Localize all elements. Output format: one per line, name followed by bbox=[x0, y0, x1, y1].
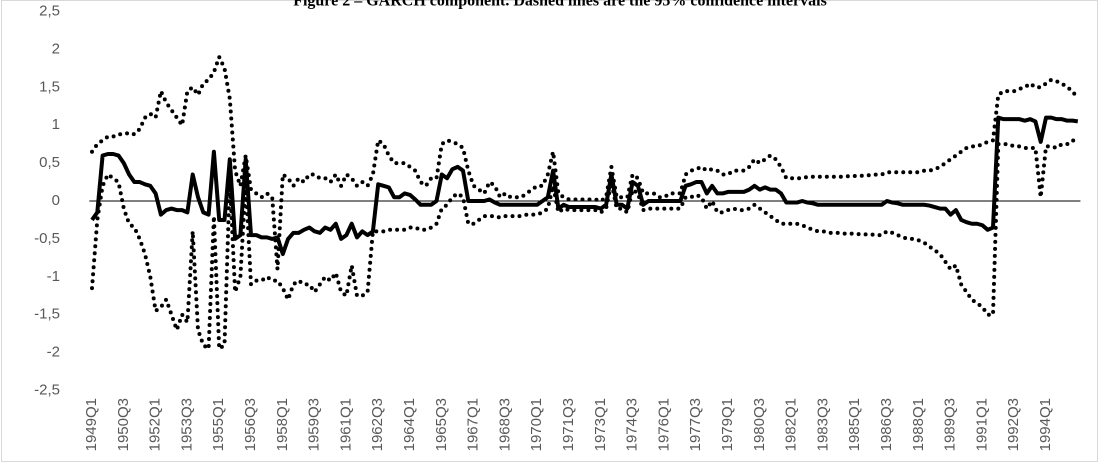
x-tick-label: 1958Q1 bbox=[274, 398, 291, 451]
x-tick-label: 1983Q3 bbox=[814, 398, 831, 451]
y-tick-label: 2,5 bbox=[39, 2, 60, 19]
x-tick-label: 1973Q1 bbox=[592, 398, 609, 451]
x-tick-label: 1950Q3 bbox=[115, 398, 132, 451]
series-line bbox=[90, 54, 1080, 272]
y-tick-label: -1,5 bbox=[34, 306, 60, 323]
y-tick-label: 0,5 bbox=[39, 154, 60, 171]
x-tick-label: 1988Q1 bbox=[910, 398, 927, 451]
x-tick-label: 1952Q1 bbox=[147, 398, 164, 451]
x-tick-label: 1989Q3 bbox=[942, 398, 959, 451]
x-tick-label: 1974Q3 bbox=[624, 398, 641, 451]
series-line bbox=[90, 115, 1079, 257]
x-tick-label: 1955Q1 bbox=[210, 398, 227, 451]
y-tick-label: 1 bbox=[52, 116, 60, 133]
x-tick-label: 1992Q3 bbox=[1005, 398, 1022, 451]
y-tick-label: 0 bbox=[52, 192, 60, 209]
x-tick-label: 1949Q1 bbox=[83, 398, 100, 451]
x-tick-label: 1979Q1 bbox=[719, 398, 736, 451]
x-tick-label: 1980Q3 bbox=[751, 398, 768, 451]
x-tick-label: 1994Q1 bbox=[1037, 398, 1054, 451]
y-tick-label: 2 bbox=[52, 40, 60, 57]
x-tick-label: 1986Q3 bbox=[878, 398, 895, 451]
x-tick-label: 1965Q3 bbox=[433, 398, 450, 451]
y-tick-label: 1,5 bbox=[39, 78, 60, 95]
x-tick-label: 1977Q3 bbox=[687, 398, 704, 451]
x-tick-label: 1985Q1 bbox=[846, 398, 863, 451]
x-tick-label: 1961Q1 bbox=[337, 398, 354, 451]
x-tick-label: 1956Q3 bbox=[242, 398, 259, 451]
y-tick-label: -2 bbox=[47, 344, 60, 361]
x-tick-label: 1962Q3 bbox=[369, 398, 386, 451]
x-tick-label: 1953Q3 bbox=[178, 398, 195, 451]
x-tick-label: 1976Q1 bbox=[655, 398, 672, 451]
x-tick-label: 1971Q3 bbox=[560, 398, 577, 451]
chart-title: Figure 2 – GARCH component. Dashed lines… bbox=[293, 0, 827, 10]
series-line bbox=[90, 138, 1080, 351]
x-tick-label: 1991Q1 bbox=[973, 398, 990, 451]
x-tick-label: 1959Q3 bbox=[306, 398, 323, 451]
x-tick-label: 1970Q1 bbox=[528, 398, 545, 451]
x-tick-label: 1968Q3 bbox=[496, 398, 513, 451]
y-tick-label: -0,5 bbox=[34, 230, 60, 247]
y-tick-label: -1 bbox=[47, 268, 60, 285]
x-tick-label: 1967Q1 bbox=[465, 398, 482, 451]
x-tick-label: 1982Q1 bbox=[783, 398, 800, 451]
x-tick-label: 1964Q1 bbox=[401, 398, 418, 451]
y-tick-label: -2,5 bbox=[34, 381, 60, 398]
